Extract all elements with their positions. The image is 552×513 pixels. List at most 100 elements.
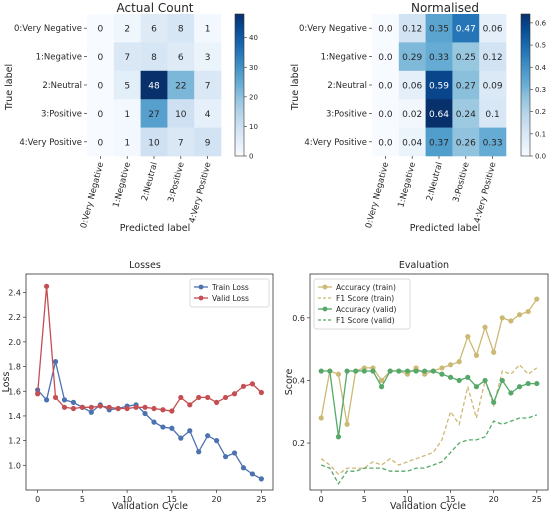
data-point [258, 389, 264, 396]
heatmap-cell [452, 127, 480, 157]
data-point [491, 349, 497, 355]
data-point [196, 449, 202, 455]
cell-value-label: 0.0 [378, 82, 393, 92]
data-point [456, 377, 462, 384]
data-point [231, 450, 238, 456]
data-point [370, 368, 376, 374]
data-point [88, 404, 94, 410]
data-point [70, 405, 77, 412]
data-point [344, 368, 350, 374]
cell-value-label: 0.29 [402, 53, 422, 63]
plot-area [25, 273, 274, 491]
data-point [97, 403, 103, 409]
data-point [473, 352, 480, 358]
data-point [439, 365, 445, 371]
data-point [88, 409, 94, 415]
data-point [378, 384, 385, 390]
data-point [378, 377, 385, 384]
data-point [387, 368, 393, 374]
data-point [430, 368, 436, 374]
heatmap-cell [167, 14, 195, 43]
x-tick-label: 0 [319, 495, 324, 504]
data-point [222, 394, 229, 401]
x-tick-label: 0 [35, 495, 40, 504]
data-point [106, 404, 112, 410]
heatmap-cell [194, 70, 222, 100]
data-point [231, 391, 238, 397]
data-point [61, 404, 68, 410]
y-tick-label: 1.6 [8, 387, 21, 396]
y-tick-label: 3:Positive [41, 109, 82, 119]
data-point [525, 308, 531, 315]
data-point [465, 334, 471, 340]
heatmap-cell [167, 99, 195, 128]
plot-area [309, 273, 549, 491]
y-tick-label: 0:Very Negative [14, 24, 82, 34]
y-tick-label: 2:Neutral [327, 81, 367, 91]
cell-value-label: 2 [124, 25, 130, 35]
data-point [169, 425, 175, 431]
cell-value-label: 1 [124, 110, 130, 120]
data-point [335, 434, 342, 440]
colorbar: 0 10 20 30 40 [234, 13, 258, 161]
colorbar-tick-label: 40 [249, 34, 258, 42]
colorbar-tick-label: 20 [249, 93, 258, 101]
cell-value-label: 0.0 [378, 110, 393, 120]
legend-label: Accuracy (valid) [336, 305, 397, 314]
y-tick-label: 1.4 [8, 412, 21, 421]
cell-value-label: 0.12 [483, 53, 503, 63]
heatmap-cell [398, 70, 426, 100]
heatmap-cell [479, 99, 507, 128]
data-point [160, 424, 166, 430]
data-point [447, 362, 454, 368]
heatmap-cell [372, 70, 400, 100]
y-tick-label: 0.6 [292, 314, 305, 323]
heatmap-cell [398, 42, 426, 72]
y-tick-label: 2.2 [8, 313, 21, 322]
line-chart-losses: Losses 0 5 10 15 20 25 1.0 1.2 1.4 1.6 1.8 2.0 2.2 2.… [1, 260, 274, 512]
cell-value-label: 0.33 [483, 138, 503, 148]
y-tick-label: 1:Negative [321, 53, 367, 63]
data-point [534, 296, 540, 302]
cell-value-label: 0.25 [456, 53, 476, 63]
data-point [508, 390, 514, 396]
cell-value-label: 0.09 [483, 82, 503, 92]
data-point [61, 397, 68, 403]
heatmap-cell [398, 99, 426, 128]
colorbar: 0.0 0.1 0.2 0.3 0.4 0.5 0.6 [520, 13, 547, 161]
y-axis-label: Score [284, 369, 295, 396]
heatmap-cell [372, 14, 400, 43]
heatmap-cell [87, 42, 115, 72]
data-point [439, 371, 445, 377]
legend: Train Loss Valid Loss [189, 278, 270, 308]
data-point [499, 315, 505, 321]
data-point [43, 283, 50, 289]
legend-label: Valid Loss [212, 294, 249, 303]
heatmap-actual-count: Actual Count 0 2 6 8 10 7 8 6 30 5 48 22 70 1 27 10 40 1 1… [4, 1, 258, 234]
x-axis-label: Predicted label [120, 223, 191, 234]
x-tick-label: 10 [402, 495, 412, 504]
heatmap-cell [372, 42, 400, 72]
heatmap-cell [479, 42, 507, 72]
heatmap-cell [87, 127, 115, 157]
legend-label: Accuracy (train) [336, 283, 396, 292]
data-point [52, 359, 59, 365]
heatmap-cell [194, 42, 222, 72]
cell-value-label: 8 [151, 53, 157, 63]
y-tick-label: 4:Very Positive [304, 138, 367, 148]
series-line [320, 363, 538, 476]
legend-box [313, 278, 411, 330]
y-tick-label: 1:Negative [36, 53, 82, 63]
y-tick-label: 1.8 [8, 363, 21, 372]
heatmap-cell [425, 99, 453, 128]
x-tick-label: 5 [362, 495, 367, 504]
data-point [214, 438, 220, 444]
heatmap-cell [167, 42, 195, 72]
heatmap-cell [479, 70, 507, 100]
data-point [142, 410, 148, 417]
colorbar-tick-label: 0.6 [535, 19, 547, 27]
y-axis-label: Loss [1, 372, 12, 393]
cell-value-label: 0.0 [378, 53, 393, 63]
legend-box [189, 278, 270, 308]
cell-value-label: 10 [175, 110, 187, 120]
